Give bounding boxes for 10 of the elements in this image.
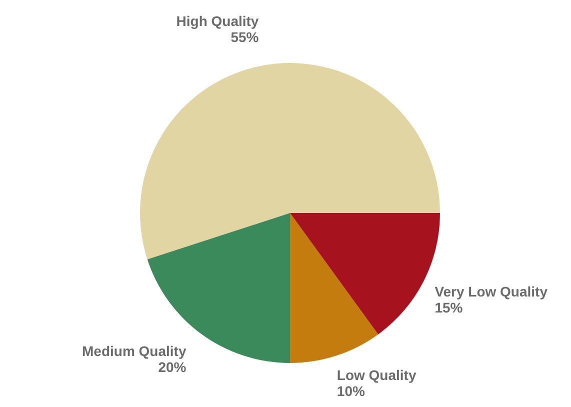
slice-label: Low Quality [336, 366, 416, 383]
data-label: 20% [158, 358, 187, 375]
slice-label: High Quality [176, 13, 259, 30]
data-label: 55% [230, 29, 260, 46]
slice-label: Very Low Quality [434, 283, 548, 300]
pie-slice [140, 63, 440, 260]
data-label: 10% [336, 382, 366, 399]
data-label: 15% [434, 299, 464, 316]
slice-label: Medium Quality [82, 342, 186, 359]
pie-slice [290, 213, 378, 363]
